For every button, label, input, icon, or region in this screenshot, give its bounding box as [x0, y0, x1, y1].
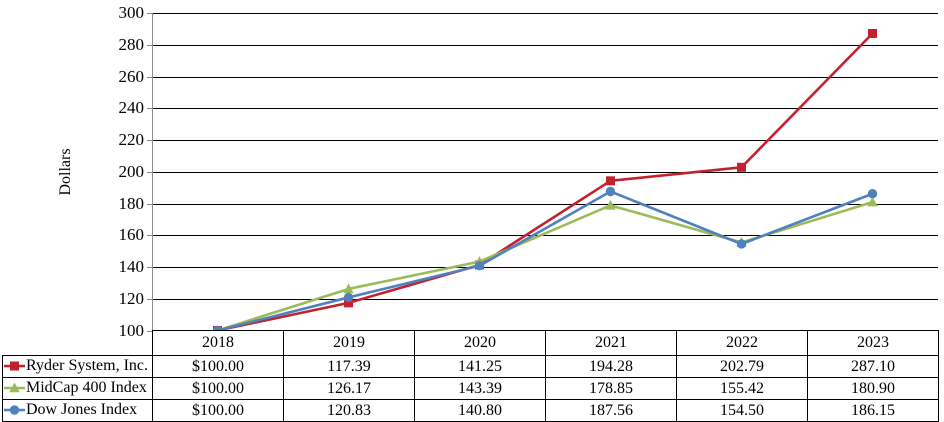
series-line-2 — [217, 190, 873, 332]
y-axis-tick-label: 120 — [118, 288, 145, 308]
y-axis-tick-label: 220 — [118, 130, 145, 149]
data-point-marker — [736, 239, 747, 249]
year-column-header: 2021 — [545, 330, 677, 356]
data-point-marker — [343, 283, 354, 294]
value-cell: 154.50 — [676, 399, 808, 422]
value-cell: 194.28 — [545, 355, 677, 378]
value-cell: $100.00 — [152, 355, 284, 378]
value-cell: $100.00 — [152, 399, 284, 422]
value-cell: 140.80 — [414, 399, 546, 422]
value-cell: 187.56 — [545, 399, 677, 422]
circle-marker-icon — [9, 404, 20, 415]
year-column-header: 2019 — [283, 330, 415, 356]
triangle-marker-icon — [9, 382, 20, 392]
y-axis-tick-label: 260 — [118, 66, 145, 86]
series-legend: Dow Jones Index — [4, 400, 138, 419]
performance-data-table: 2018 2019 2020 2021 2022 2023 Ryder System, In… — [2, 330, 939, 422]
data-point-marker — [475, 260, 484, 270]
value-cell: 180.90 — [807, 377, 939, 400]
value-cell: 141.25 — [414, 355, 546, 378]
triangle-marker-icon — [4, 382, 25, 392]
year-column-header: 2020 — [414, 330, 546, 356]
data-point-marker — [737, 162, 746, 172]
data-point-marker — [605, 199, 616, 210]
data-point-marker — [736, 237, 747, 247]
value-cell: 126.17 — [283, 377, 415, 400]
series-line-1 — [217, 200, 873, 332]
series-legend: Ryder System, Inc. — [4, 356, 149, 375]
value-cell: 120.83 — [283, 399, 415, 422]
data-point-marker — [344, 298, 353, 308]
square-marker-icon — [10, 361, 19, 370]
series-line-0 — [217, 32, 874, 332]
value-cell: 117.39 — [283, 355, 415, 378]
y-axis-title: Dollars — [57, 148, 74, 196]
value-cell: $100.00 — [152, 377, 284, 400]
y-axis-tick-label: 240 — [118, 98, 145, 118]
series-legend: MidCap 400 Index — [4, 378, 147, 397]
data-point-marker — [343, 292, 354, 303]
series-label: Ryder System, Inc. — [26, 356, 149, 374]
value-cell: 155.42 — [676, 377, 808, 400]
table-row: Ryder System, Inc. $100.00 117.39 141.25 194… — [2, 355, 939, 378]
value-cell: 186.15 — [807, 399, 939, 422]
y-axis-tick-label: 200 — [118, 161, 145, 181]
table-row: Dow Jones Index $100.00 120.83 140.80 187.56… — [2, 399, 939, 422]
year-column-header: 2018 — [152, 330, 284, 356]
y-axis-tick-label: 180 — [118, 193, 145, 213]
year-column-header: 2022 — [676, 330, 808, 356]
value-cell: 202.79 — [676, 355, 808, 378]
y-axis-tick-label: 140 — [118, 257, 145, 276]
series-legend-cell: MidCap 400 Index — [2, 377, 153, 400]
y-axis-tick-label: 300 — [118, 3, 145, 22]
data-point-marker — [474, 261, 485, 271]
year-header-row: 2018 2019 2020 2021 2022 2023 — [3, 330, 939, 356]
data-point-marker — [867, 189, 878, 199]
data-point-marker — [868, 28, 877, 38]
y-axis-tick-label: 160 — [118, 225, 145, 245]
value-cell: 287.10 — [807, 355, 939, 378]
series-label: Dow Jones Index — [26, 400, 138, 418]
value-cell: 178.85 — [545, 377, 677, 400]
value-cell: 143.39 — [414, 377, 546, 400]
series-label: MidCap 400 Index — [26, 378, 147, 396]
year-column-header: 2023 — [807, 330, 939, 356]
square-marker-icon — [4, 361, 25, 370]
circle-marker-icon — [4, 404, 25, 415]
y-axis-tick-label: 280 — [118, 34, 145, 54]
data-point-marker — [867, 196, 878, 207]
table-row: MidCap 400 Index $100.00 126.17 143.39 178.8… — [2, 377, 939, 400]
series-legend-cell: Dow Jones Index — [2, 399, 153, 422]
table-corner-cell — [3, 331, 153, 356]
series-legend-cell: Ryder System, Inc. — [2, 355, 153, 378]
y-axis-tick-label: 100 — [118, 320, 145, 340]
data-point-marker — [474, 256, 485, 266]
data-point-marker — [605, 186, 616, 197]
data-point-marker — [606, 176, 615, 186]
